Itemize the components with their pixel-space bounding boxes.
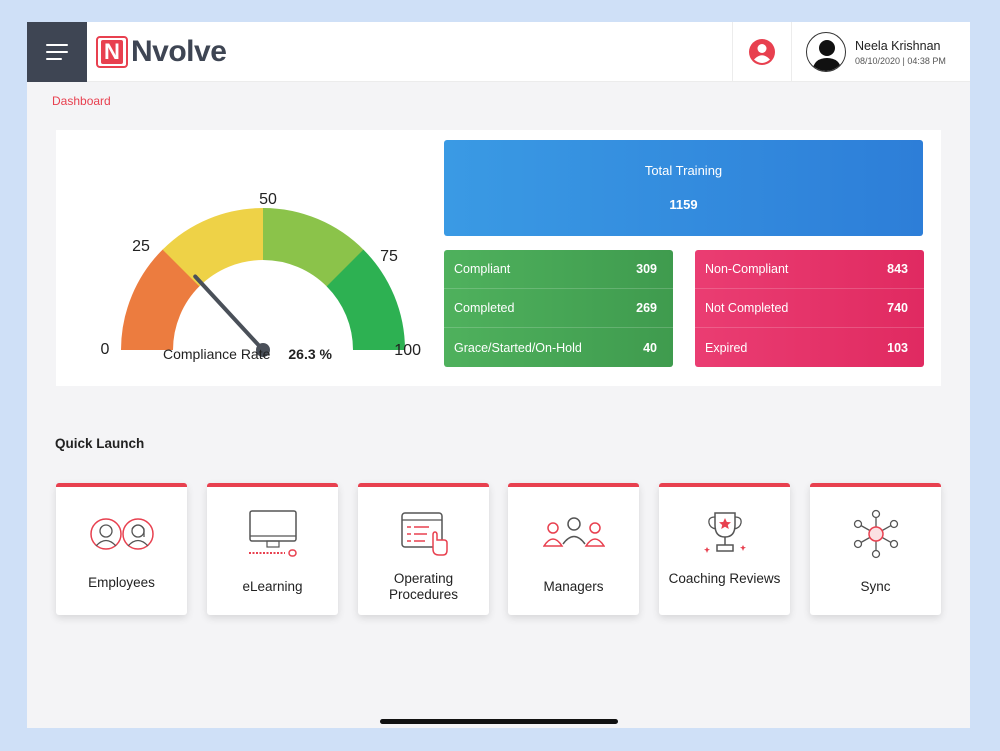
- tile-label: Managers: [543, 579, 604, 594]
- tile-label: eLearning: [242, 579, 303, 594]
- gauge-segment-high: [326, 249, 405, 350]
- compliant-card: Compliant 309 Completed 269 Grace/Started/…: [444, 250, 673, 367]
- gauge-tick-25: 25: [132, 238, 150, 255]
- gauge-segment-mid-low: [162, 208, 265, 287]
- compliance-rate-value: 26.3 %: [288, 346, 332, 362]
- tile-label: Sync: [860, 579, 891, 594]
- expired-row[interactable]: Expired 103: [695, 328, 924, 367]
- user-circle-icon: [749, 39, 775, 65]
- tile-label: Employees: [88, 575, 155, 590]
- employees-icon: [89, 518, 154, 550]
- noncompliant-card: Non-Compliant 843 Not Completed 740 Expire…: [695, 250, 924, 367]
- top-bar: N Nvolve Neela Krishnan 08/10/2020 | 04:…: [27, 22, 970, 82]
- monitor-icon: [248, 510, 297, 557]
- trophy-icon: [703, 512, 746, 553]
- tile-managers[interactable]: Managers: [508, 483, 639, 615]
- app-window: N Nvolve Neela Krishnan 08/10/2020 | 04:…: [27, 22, 970, 728]
- tile-operating-procedures[interactable]: Operating Procedures: [358, 483, 489, 615]
- noncompliant-row[interactable]: Non-Compliant 843: [695, 250, 924, 289]
- home-indicator: [380, 719, 618, 724]
- sync-network-icon: [853, 509, 898, 559]
- gauge-segment-low: [121, 248, 200, 350]
- user-menu[interactable]: Neela Krishnan 08/10/2020 | 04:38 PM: [792, 22, 970, 82]
- hamburger-icon[interactable]: [27, 22, 87, 82]
- user-name: Neela Krishnan: [855, 38, 941, 53]
- row-value: 269: [636, 301, 657, 315]
- row-value: 740: [887, 301, 908, 315]
- quick-launch-title: Quick Launch: [55, 436, 145, 451]
- app-logo[interactable]: N Nvolve: [96, 35, 227, 69]
- row-label: Completed: [454, 301, 515, 315]
- tile-employees[interactable]: Employees: [56, 483, 187, 615]
- compliant-row[interactable]: Compliant 309: [444, 250, 673, 289]
- not-completed-row[interactable]: Not Completed 740: [695, 289, 924, 328]
- gauge-tick-100: 100: [394, 342, 421, 359]
- completed-row[interactable]: Completed 269: [444, 289, 673, 328]
- row-label: Non-Compliant: [705, 262, 789, 276]
- logo-text: Nvolve: [131, 35, 227, 68]
- login-datetime: 08/10/2020 | 04:38 PM: [855, 55, 946, 66]
- tile-elearning[interactable]: eLearning: [207, 483, 338, 615]
- row-label: Expired: [705, 340, 748, 355]
- gauge-segment-mid-high: [263, 208, 365, 287]
- gauge-pivot: [256, 343, 270, 357]
- row-label: Not Completed: [705, 301, 789, 315]
- tile-label: Coaching Reviews: [668, 571, 781, 586]
- total-training-label: Total Training: [644, 163, 723, 178]
- total-training-value: 1159: [669, 197, 698, 212]
- total-training-card[interactable]: Total Training 1159: [444, 140, 923, 236]
- row-label: Grace/Started/On-Hold: [454, 340, 582, 355]
- logo-mark: N: [96, 36, 128, 68]
- tile-sync[interactable]: Sync: [810, 483, 941, 615]
- gauge-tick-0: 0: [101, 341, 110, 358]
- row-value: 843: [887, 262, 908, 276]
- avatar: [806, 32, 846, 72]
- procedures-icon: [400, 512, 448, 556]
- compliance-rate-label: Compliance Rate: [163, 346, 271, 362]
- compliance-gauge: 0 25 50 75 100: [101, 191, 421, 359]
- gauge-needle: [193, 274, 265, 352]
- row-value: 103: [887, 340, 908, 355]
- managers-icon: [542, 517, 605, 547]
- tile-label: Operating Procedures: [388, 571, 459, 602]
- stats-panel: 0 25 50 75 100 Compliance Rate 26.3 % To…: [56, 130, 941, 386]
- profile-button[interactable]: [732, 22, 792, 82]
- row-value: 309: [636, 262, 657, 276]
- gauge-caption: Compliance Rate 26.3 %: [163, 346, 332, 362]
- gauge-tick-50: 50: [259, 191, 277, 208]
- grace-row[interactable]: Grace/Started/On-Hold 40: [444, 328, 673, 367]
- breadcrumb[interactable]: Dashboard: [52, 94, 111, 108]
- tile-coaching-reviews[interactable]: Coaching Reviews: [659, 483, 790, 615]
- gauge-tick-75: 75: [380, 248, 398, 265]
- row-label: Compliant: [454, 262, 511, 276]
- row-value: 40: [643, 340, 657, 355]
